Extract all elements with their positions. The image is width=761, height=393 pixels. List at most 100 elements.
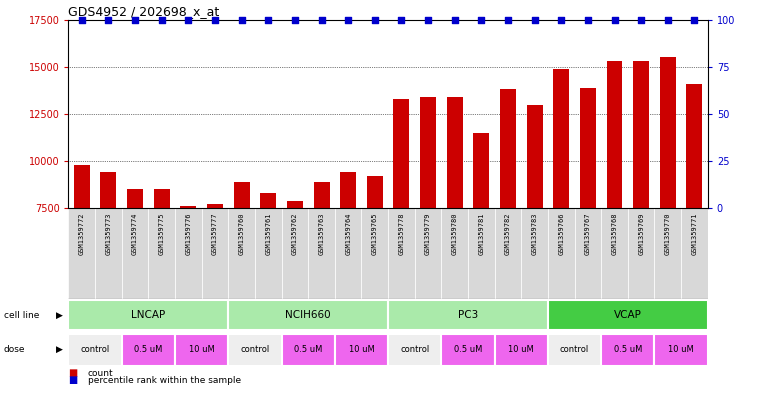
Bar xyxy=(548,208,575,299)
Point xyxy=(635,17,647,23)
Bar xyxy=(127,189,143,208)
Text: 10 uM: 10 uM xyxy=(189,345,215,354)
Bar xyxy=(388,300,548,331)
Bar xyxy=(473,133,489,208)
Bar xyxy=(175,334,228,365)
Bar xyxy=(282,334,335,365)
Bar xyxy=(553,69,569,208)
Bar xyxy=(68,334,122,365)
Bar xyxy=(100,173,116,208)
Point xyxy=(581,17,594,23)
Point xyxy=(342,17,354,23)
Text: 0.5 uM: 0.5 uM xyxy=(454,345,482,354)
Bar xyxy=(340,173,356,208)
Text: GSM1359761: GSM1359761 xyxy=(266,213,271,255)
Bar xyxy=(228,334,282,365)
Point xyxy=(448,17,460,23)
Bar xyxy=(68,300,228,331)
Text: GSM1359767: GSM1359767 xyxy=(585,213,591,255)
Text: control: control xyxy=(81,345,110,354)
Bar xyxy=(686,84,702,208)
Point xyxy=(688,17,700,23)
Bar xyxy=(654,334,708,365)
Point xyxy=(235,17,247,23)
Text: GSM1359768: GSM1359768 xyxy=(612,213,617,255)
Text: GSM1359765: GSM1359765 xyxy=(372,213,377,255)
Bar xyxy=(367,176,383,208)
Text: GDS4952 / 202698_x_at: GDS4952 / 202698_x_at xyxy=(68,6,220,18)
Point xyxy=(262,17,274,23)
Bar xyxy=(207,204,223,208)
Bar xyxy=(228,300,388,331)
Text: GSM1359772: GSM1359772 xyxy=(79,213,84,255)
Text: ▶: ▶ xyxy=(56,345,62,354)
Text: ■: ■ xyxy=(68,368,78,378)
Text: GSM1359760: GSM1359760 xyxy=(239,213,244,255)
Bar xyxy=(575,208,601,299)
Bar xyxy=(308,208,335,299)
Bar xyxy=(527,105,543,208)
Bar xyxy=(154,189,170,208)
Text: GSM1359780: GSM1359780 xyxy=(452,213,457,255)
Bar xyxy=(388,208,415,299)
Text: GSM1359777: GSM1359777 xyxy=(212,213,218,255)
Text: GSM1359771: GSM1359771 xyxy=(692,213,697,255)
Text: cell line: cell line xyxy=(4,311,39,320)
Text: GSM1359783: GSM1359783 xyxy=(532,213,537,255)
Text: control: control xyxy=(240,345,269,354)
Bar xyxy=(335,208,361,299)
Point xyxy=(422,17,434,23)
Bar xyxy=(580,88,596,208)
Bar xyxy=(95,208,122,299)
Text: dose: dose xyxy=(4,345,25,354)
Point xyxy=(661,17,674,23)
Text: percentile rank within the sample: percentile rank within the sample xyxy=(88,376,240,385)
Bar xyxy=(628,208,654,299)
Point xyxy=(608,17,620,23)
Bar xyxy=(228,208,255,299)
Bar xyxy=(202,208,228,299)
Point xyxy=(102,17,114,23)
Text: GSM1359773: GSM1359773 xyxy=(106,213,111,255)
Point xyxy=(555,17,567,23)
Bar xyxy=(68,208,95,299)
Point xyxy=(315,17,327,23)
Text: GSM1359782: GSM1359782 xyxy=(505,213,511,255)
Text: control: control xyxy=(400,345,429,354)
Bar xyxy=(548,300,708,331)
Bar xyxy=(548,334,601,365)
Bar xyxy=(393,99,409,208)
Text: 0.5 uM: 0.5 uM xyxy=(294,345,323,354)
Text: GSM1359763: GSM1359763 xyxy=(319,213,324,255)
Bar xyxy=(74,165,90,208)
Point xyxy=(182,17,194,23)
Bar xyxy=(335,334,388,365)
Text: GSM1359762: GSM1359762 xyxy=(292,213,298,255)
Text: ■: ■ xyxy=(68,375,78,386)
Bar xyxy=(521,208,548,299)
Bar xyxy=(260,193,276,208)
Text: GSM1359778: GSM1359778 xyxy=(399,213,404,255)
Bar xyxy=(601,208,628,299)
Text: 0.5 uM: 0.5 uM xyxy=(613,345,642,354)
Text: LNCAP: LNCAP xyxy=(131,310,166,320)
Point xyxy=(75,17,88,23)
Bar xyxy=(287,201,303,208)
Bar xyxy=(500,90,516,208)
Text: ▶: ▶ xyxy=(56,311,62,320)
Bar xyxy=(361,208,388,299)
Bar xyxy=(654,208,681,299)
Text: GSM1359770: GSM1359770 xyxy=(665,213,670,255)
Text: NCIH660: NCIH660 xyxy=(285,310,331,320)
Text: VCAP: VCAP xyxy=(614,310,642,320)
Bar xyxy=(607,61,622,208)
Bar xyxy=(447,97,463,208)
Text: GSM1359774: GSM1359774 xyxy=(132,213,138,255)
Point xyxy=(209,17,221,23)
Bar xyxy=(420,97,436,208)
Bar xyxy=(122,334,175,365)
Bar xyxy=(314,182,330,208)
Point xyxy=(396,17,408,23)
Bar xyxy=(148,208,175,299)
Text: 10 uM: 10 uM xyxy=(508,345,534,354)
